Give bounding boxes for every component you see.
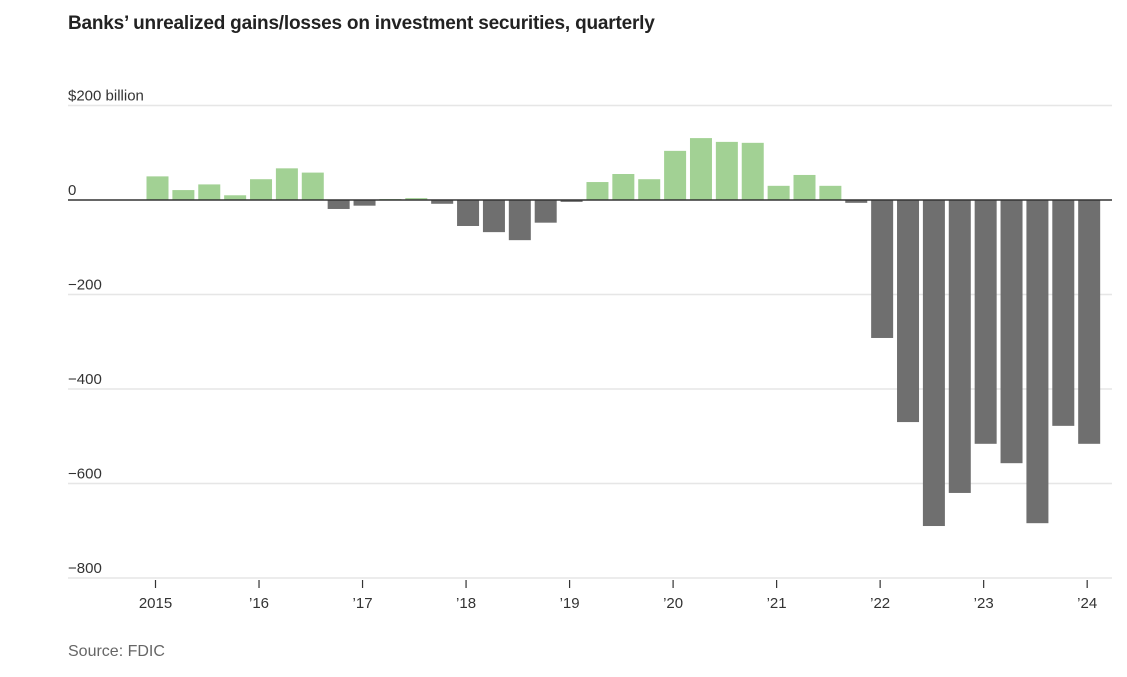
bar: 2017 Q3: 4: [405, 198, 428, 200]
y-tick-label: −200: [68, 277, 102, 294]
bars: 2015 Q1: 502015 Q2: 212015 Q3: 332015 Q4…: [146, 138, 1101, 527]
x-tick-label: ’20: [663, 595, 683, 612]
y-tick-label: −600: [68, 466, 102, 483]
bar: 2019 Q3: 55: [612, 174, 635, 200]
x-tick-label: ’18: [456, 595, 476, 612]
bar: 2017 Q1: -12: [353, 200, 376, 206]
bar: 2023 Q4: -478: [1052, 200, 1075, 426]
bar: 2015 Q2: 21: [172, 190, 195, 200]
x-tick-label: ’21: [767, 595, 787, 612]
bar: 2017 Q4: -8: [431, 200, 454, 204]
bar: 2015 Q4: 10: [224, 195, 247, 200]
y-tick-label: $200 billion: [68, 88, 144, 105]
bar: 2024 Q1: -516: [1078, 200, 1101, 444]
bar: 2019 Q4: 44: [638, 179, 661, 200]
bar: 2021 Q1: 30: [767, 185, 790, 200]
bar: 2022 Q1: -292: [871, 200, 894, 338]
x-tick-label: ’23: [974, 595, 994, 612]
bar: 2016 Q2: 67: [275, 168, 298, 200]
y-tick-label: −800: [68, 560, 102, 577]
bar: 2021 Q2: 53: [793, 174, 816, 200]
bar: 2019 Q1: -4: [560, 200, 583, 202]
bar: 2019 Q2: 38: [586, 182, 609, 200]
bar: 2023 Q3: -684: [1026, 200, 1049, 524]
x-tick-label: ’19: [560, 595, 580, 612]
x-axis: 2015 ’16 ’17 ’18 ’19 ’20 ’21 ’22 ’23 ’24: [139, 580, 1097, 612]
bar: 2020 Q3: 123: [715, 141, 738, 200]
x-tick-label: 2015: [139, 595, 172, 612]
x-tick-label: ’17: [353, 595, 373, 612]
bar: 2015 Q1: 50: [146, 176, 169, 200]
x-tick-label: ’24: [1077, 595, 1097, 612]
bar: 2020 Q4: 121: [741, 142, 764, 200]
bar: 2018 Q4: -48: [534, 200, 557, 223]
x-tick-label: ’22: [870, 595, 890, 612]
y-tick-label: 0: [68, 182, 76, 199]
bar: 2016 Q1: 44: [250, 179, 273, 200]
bar: 2016 Q3: 58: [301, 172, 324, 200]
x-tick-label: ’16: [249, 595, 269, 612]
y-tick-label: −400: [68, 371, 102, 388]
y-axis-labels: $200 billion 0 −200 −400 −600 −800: [68, 88, 144, 578]
bar: 2022 Q4: -620: [948, 200, 971, 493]
bar: 2023 Q2: -557: [1000, 200, 1023, 464]
bar: 2015 Q3: 33: [198, 184, 221, 200]
bar: 2018 Q1: -55: [457, 200, 480, 226]
bar: 2022 Q2: -470: [897, 200, 920, 423]
bar: 2018 Q2: -68: [482, 200, 505, 233]
bar: 2023 Q1: -516: [974, 200, 997, 444]
bar: 2016 Q4: -19: [327, 200, 350, 209]
bar: 2018 Q3: -85: [508, 200, 531, 241]
source-note: Source: FDIC: [68, 643, 165, 660]
chart-title: Banks’ unrealized gains/losses on invest…: [68, 13, 655, 34]
bar: 2021 Q4: -6: [845, 200, 868, 203]
bar: 2020 Q1: 104: [664, 150, 687, 200]
bar: 2020 Q2: 131: [689, 138, 712, 200]
bar: 2021 Q3: 30: [819, 185, 842, 200]
bar: 2022 Q3: -690: [922, 200, 945, 527]
